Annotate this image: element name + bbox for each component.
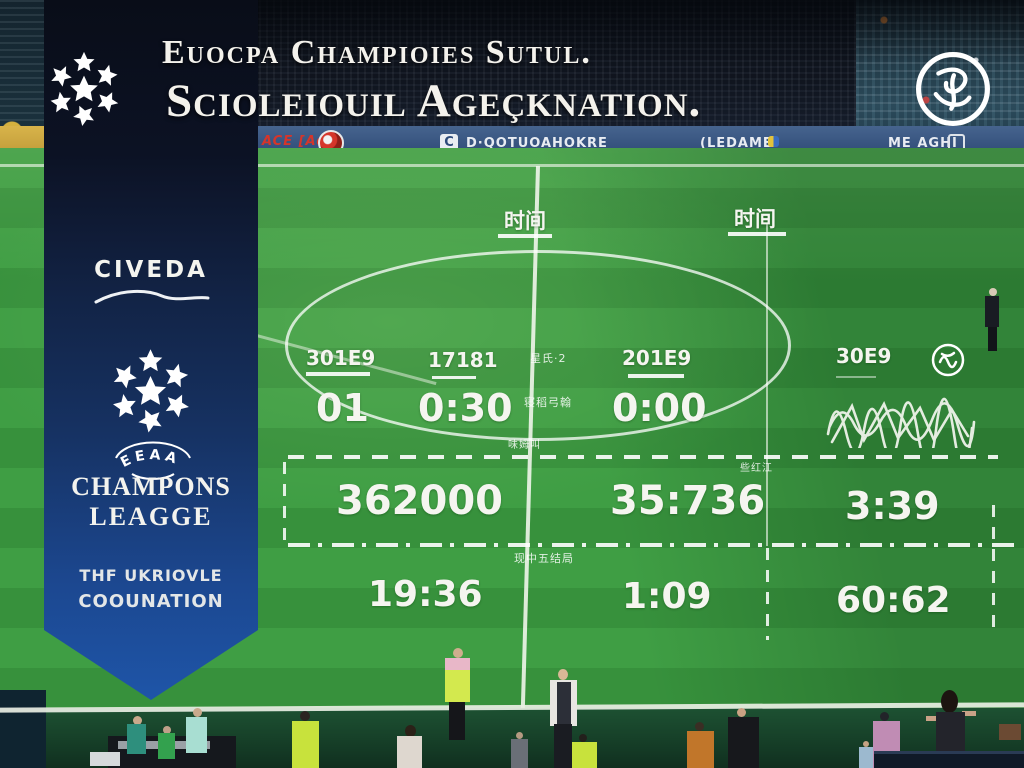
stat-header-4: 201E9: [622, 346, 692, 370]
time-label-right: 时间: [734, 207, 776, 231]
stat-header-1: 301E9: [306, 346, 376, 370]
dashed-line-mid-vertical: [766, 548, 769, 640]
starball-logo-top-left-icon: [38, 48, 130, 130]
stat-r3c2: 1:09: [622, 576, 712, 617]
ribbon-starball-logo: [102, 345, 199, 437]
ad-text-right: ME AGHI: [888, 136, 958, 151]
stat-r1c1: 01: [316, 386, 369, 430]
stat-r2c1: 362000: [336, 478, 503, 524]
stat-header-glyphs: 星氏·2: [530, 352, 567, 365]
stat-r1c4: 0:00: [612, 386, 707, 430]
stat-r1c2: 0:30: [418, 386, 513, 430]
ribbon-swoosh: [94, 289, 210, 304]
ribbon-footer-line2: COOUNATION: [78, 591, 224, 612]
ribbon-arc-text: EEAA: [118, 447, 178, 471]
stat-header-5: 30E9: [836, 344, 892, 368]
small-emblem-icon: [931, 343, 965, 377]
note-upper: 味姆叫: [508, 440, 541, 451]
note-lower: 现中五结局: [514, 552, 574, 565]
scribble-marks: [826, 397, 976, 448]
stat-r2c2: 35:736: [610, 478, 766, 524]
ad-square-c-icon: C: [440, 134, 458, 152]
time-underline-left: [498, 234, 552, 238]
crest-logo-top-right-icon: [910, 44, 996, 134]
board-bottom-right: [874, 751, 1024, 768]
stat-r2c3: 3:39: [845, 484, 940, 528]
stat-r3c1: 19:36: [368, 574, 483, 615]
stat-r1-glyphs: 寝稻弓翰: [524, 396, 572, 409]
centre-circle: [285, 250, 791, 441]
stat-underline-1: [306, 372, 370, 376]
stat-underline-2: [432, 376, 476, 379]
ribbon-arc-badge: EEAA: [115, 441, 191, 480]
ribbon-league-line1: CHAMPONS: [71, 472, 231, 501]
ribbon-brand: CIVEDA: [94, 257, 208, 283]
dashed-line-lower: [288, 543, 1014, 547]
ad-text-ledame: (LEDAME: [700, 136, 773, 151]
ribbon-footer-line1: THF UKRIOVLE: [79, 566, 223, 585]
time-label-left: 时间: [504, 209, 546, 233]
far-touchline: [0, 164, 1024, 167]
stat-underline-4: [628, 374, 684, 378]
svg-text:EEAA: EEAA: [118, 447, 182, 471]
note-mid: 些红江: [740, 463, 773, 474]
dashed-edge-right: [992, 505, 995, 629]
stat-r3c3: 60:62: [836, 580, 951, 621]
stat-underline-5: [836, 376, 876, 378]
ad-text-mid: D·QOTUOAHOKRE: [466, 136, 608, 151]
dashed-edge-left: [283, 462, 286, 548]
ad-text-red: ACE [Ad]: [262, 134, 334, 149]
stat-header-2: 17181: [428, 348, 498, 372]
page-title-line2: Scioleiouil Ageçknation.: [166, 75, 702, 127]
time-underline-right: [728, 232, 786, 236]
bench-right: [999, 724, 1021, 740]
ad-flag-icon: [768, 136, 779, 147]
ribbon-league-line2: LEAGGE: [89, 502, 213, 531]
apron-corner: [0, 690, 46, 768]
dashed-line-upper: [288, 455, 998, 459]
page-title-line1: Euocpa Champioies Sutul.: [162, 34, 592, 71]
